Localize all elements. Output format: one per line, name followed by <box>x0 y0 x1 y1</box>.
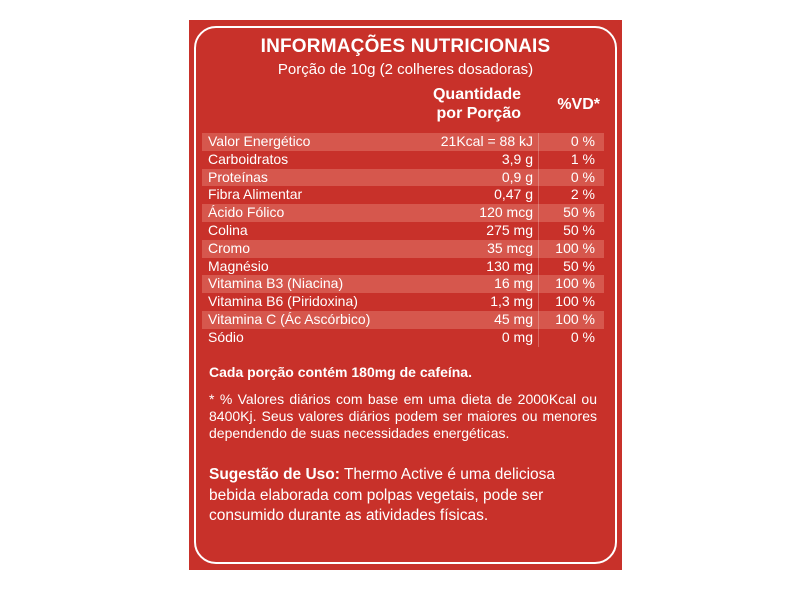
usage-suggestion: Sugestão de Uso: Thermo Active é uma del… <box>209 465 604 527</box>
table-row: Fibra Alimentar 0,47 g 2 % <box>202 186 604 205</box>
table-row: Cromo 35 mcg 100 % <box>202 239 604 258</box>
table-row: Vitamina B3 (Niacina) 16 mg 100 % <box>202 275 604 294</box>
nutrient-dv: 100 % <box>555 310 595 327</box>
nutrient-name: Valor Energético <box>208 133 311 149</box>
nutrient-dv: 50 % <box>563 257 595 274</box>
column-divider <box>538 186 539 205</box>
nutrient-name: Cromo <box>208 239 251 256</box>
nutrient-quantity: 0,9 g <box>501 168 533 185</box>
nutrient-name: Vitamina C (Ác Ascórbico) <box>208 310 371 327</box>
quantity-header-line1: Quantidade <box>432 86 521 103</box>
nutrient-quantity: 275 mg <box>486 221 533 238</box>
nutrient-name: Fibra Alimentar <box>208 186 303 203</box>
nutrient-name: Vitamina B3 (Niacina) <box>208 275 344 292</box>
nutrient-dv: 0 % <box>570 168 595 185</box>
nutrient-table: Valor Energético 21Kcal = 88 kJ 0 % Carb… <box>202 133 604 347</box>
nutrient-dv: 1 % <box>570 150 595 167</box>
nutrient-quantity: 35 mcg <box>487 239 533 256</box>
daily-values-footnote: * % Valores diários com base em uma diet… <box>209 391 597 441</box>
quantity-column-header: Quantidade por Porção <box>389 85 521 123</box>
nutrient-quantity: 0 mg <box>501 328 533 345</box>
nutrient-dv: 50 % <box>563 221 595 238</box>
nutrient-dv: 50 % <box>563 204 595 221</box>
nutrient-name: Colina <box>208 221 248 238</box>
nutrient-quantity: 120 mcg <box>479 204 533 221</box>
serving-size: Porção de 10g (2 colheres dosadoras) <box>277 61 534 78</box>
nutrient-quantity: 130 mg <box>486 257 533 274</box>
column-divider <box>538 168 539 187</box>
nutrient-quantity: 0,47 g <box>494 186 533 203</box>
nutrient-dv: 2 % <box>570 186 595 203</box>
column-divider <box>538 257 539 276</box>
nutrition-label: INFORMAÇÕES NUTRICIONAIS Porção de 10g (… <box>189 20 622 570</box>
table-row: Magnésio 130 mg 50 % <box>202 257 604 276</box>
nutrient-quantity: 16 mg <box>494 275 533 292</box>
column-divider <box>538 204 539 222</box>
nutrient-quantity: 45 mg <box>494 310 533 327</box>
column-divider <box>538 221 539 240</box>
nutrient-name: Sódio <box>208 328 244 345</box>
table-row: Vitamina B6 (Piridoxina) 1,3 mg 100 % <box>202 293 604 311</box>
nutrient-name: Ácido Fólico <box>208 204 285 221</box>
table-row: Sódio 0 mg 0 % <box>202 328 604 347</box>
nutrient-name: Carboidratos <box>208 150 289 167</box>
column-divider <box>538 328 539 347</box>
usage-label: Sugestão de Uso: <box>209 466 340 483</box>
column-divider <box>538 293 539 311</box>
nutrient-dv: 100 % <box>555 293 595 310</box>
column-divider <box>538 239 539 258</box>
usage-text: Thermo Active é uma deliciosa bebida ela… <box>209 466 556 524</box>
caffeine-note: Cada porção contém 180mg de cafeína. <box>209 364 472 380</box>
column-divider <box>538 310 539 329</box>
column-divider <box>538 150 539 169</box>
nutrient-name: Proteínas <box>208 168 268 185</box>
column-divider <box>538 275 539 294</box>
nutrient-quantity: 21Kcal = 88 kJ <box>440 133 533 149</box>
nutrient-quantity: 3,9 g <box>501 150 533 167</box>
nutrient-quantity: 1,3 mg <box>490 293 533 310</box>
table-row: Ácido Fólico 120 mcg 50 % <box>202 204 604 222</box>
nutrient-dv: 0 % <box>570 133 595 149</box>
quantity-header-line2: por Porção <box>436 105 521 122</box>
table-row: Carboidratos 3,9 g 1 % <box>202 150 604 169</box>
dv-column-header: %VD* <box>557 96 600 113</box>
nutrient-name: Vitamina B6 (Piridoxina) <box>208 293 358 310</box>
table-row: Colina 275 mg 50 % <box>202 221 604 240</box>
table-row: Valor Energético 21Kcal = 88 kJ 0 % <box>202 133 604 151</box>
nutrient-name: Magnésio <box>208 257 269 274</box>
nutrient-dv: 0 % <box>570 328 595 345</box>
label-title: INFORMAÇÕES NUTRICIONAIS <box>260 36 551 57</box>
column-divider <box>538 133 539 151</box>
label-border <box>194 26 617 564</box>
nutrient-dv: 100 % <box>555 239 595 256</box>
table-row: Proteínas 0,9 g 0 % <box>202 168 604 187</box>
nutrient-dv: 100 % <box>555 275 595 292</box>
table-row: Vitamina C (Ác Ascórbico) 45 mg 100 % <box>202 310 604 329</box>
